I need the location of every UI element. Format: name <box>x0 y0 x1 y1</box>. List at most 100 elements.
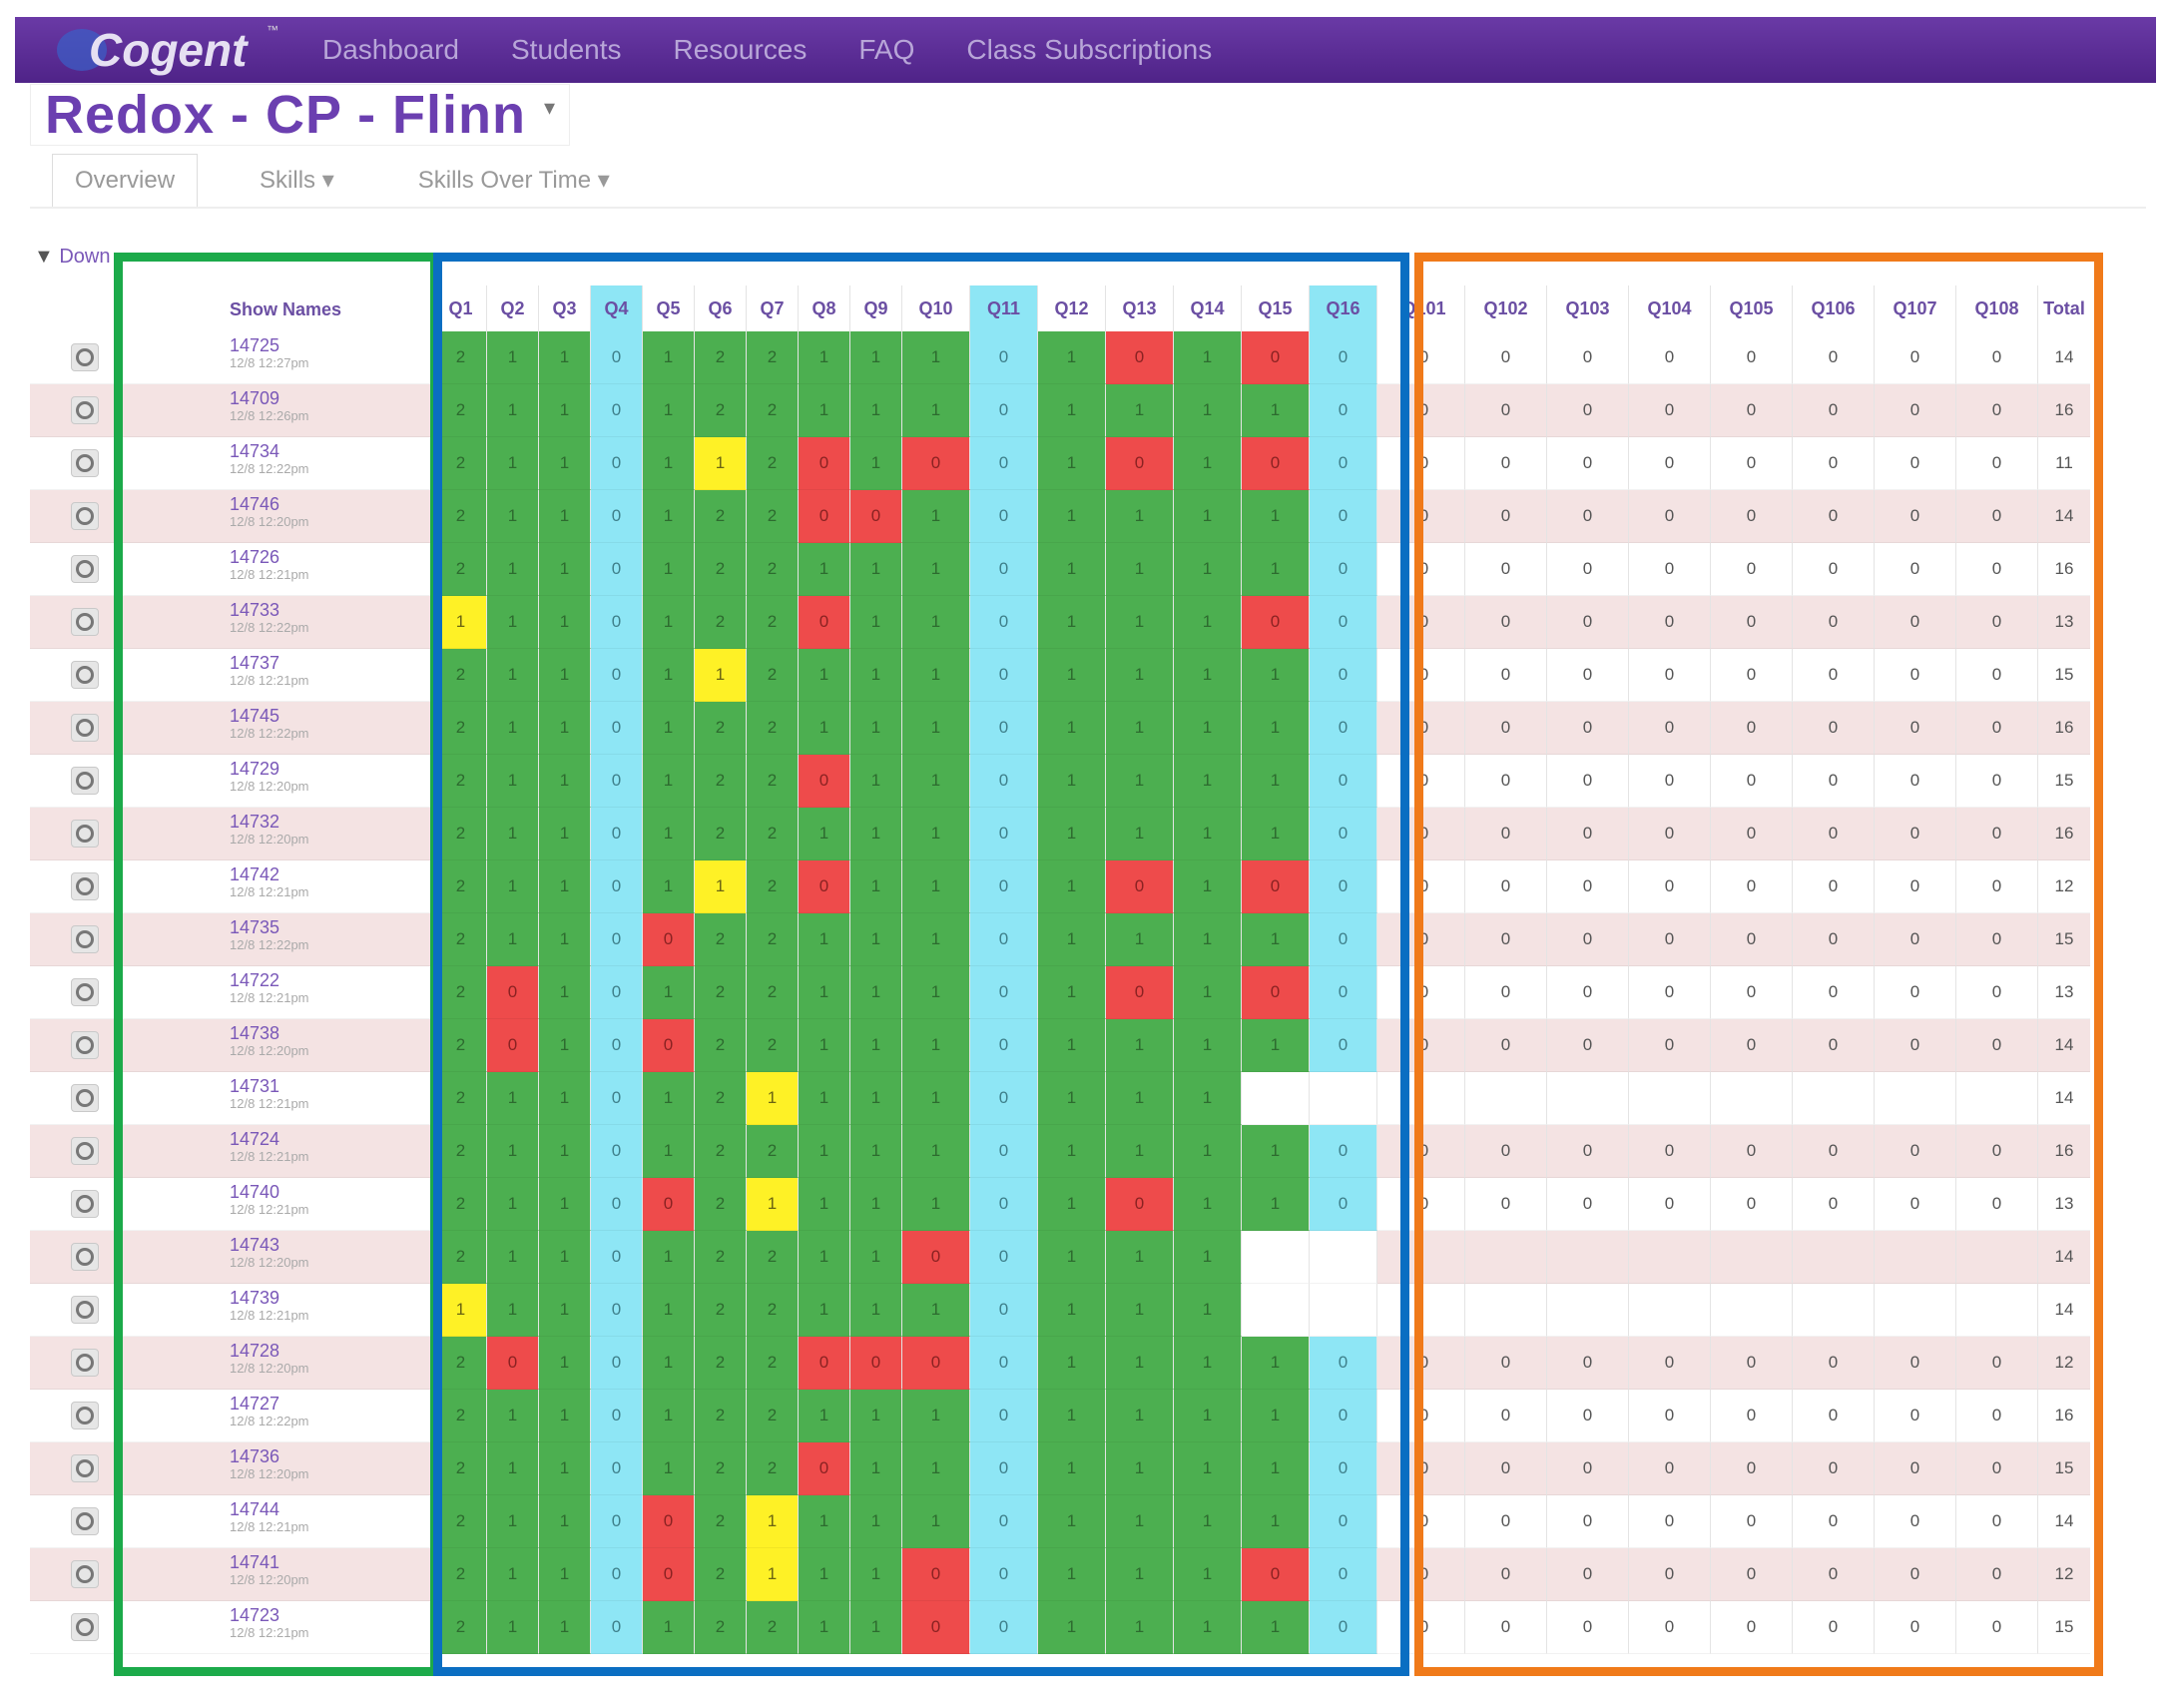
score-cell[interactable]: 0 <box>970 437 1038 490</box>
score-cell[interactable]: 0 <box>1106 860 1174 913</box>
score-cell[interactable]: 1 <box>539 331 591 384</box>
score-cell[interactable]: 1 <box>1242 913 1310 966</box>
score-cell[interactable]: 0 <box>643 913 695 966</box>
score-cell[interactable]: 2 <box>747 1601 799 1654</box>
score-cell[interactable]: 1 <box>487 1125 539 1178</box>
column-header-q104[interactable]: Q104 <box>1629 285 1711 331</box>
score-cell[interactable]: 0 <box>970 331 1038 384</box>
column-header-q13[interactable]: Q13 <box>1106 285 1174 331</box>
tab-skills[interactable]: Skills ▾ <box>260 166 334 194</box>
score-cell[interactable]: 0 <box>1310 1495 1377 1548</box>
score-cell[interactable]: 0 <box>970 1072 1038 1125</box>
student-id-link[interactable]: 14742 <box>230 864 280 884</box>
score-cell[interactable]: 1 <box>799 1019 850 1072</box>
score-cell[interactable]: 1 <box>539 1231 591 1284</box>
score-cell[interactable]: 1 <box>1242 1390 1310 1442</box>
score-cell[interactable]: 0 <box>1310 966 1377 1019</box>
score-cell[interactable]: 0 <box>1310 860 1377 913</box>
score-cell[interactable]: 0 <box>902 1548 970 1601</box>
column-header-q5[interactable]: Q5 <box>643 285 695 331</box>
score-cell[interactable]: 0 <box>1310 755 1377 808</box>
score-cell[interactable]: 1 <box>487 1390 539 1442</box>
score-cell[interactable]: 1 <box>850 1495 902 1548</box>
score-cell[interactable]: 0 <box>643 1495 695 1548</box>
student-id-link[interactable]: 14729 <box>230 759 280 779</box>
score-cell[interactable]: 1 <box>539 966 591 1019</box>
view-details-icon[interactable] <box>71 1349 99 1377</box>
column-header-q8[interactable]: Q8 <box>799 285 850 331</box>
score-cell[interactable]: 1 <box>799 1231 850 1284</box>
score-cell[interactable]: 1 <box>643 1284 695 1337</box>
score-cell[interactable]: 0 <box>1310 490 1377 543</box>
score-cell[interactable]: 1 <box>902 649 970 702</box>
score-cell[interactable]: 1 <box>902 755 970 808</box>
score-cell[interactable]: 0 <box>799 1337 850 1390</box>
score-cell[interactable]: 1 <box>850 1284 902 1337</box>
score-cell[interactable]: 1 <box>1038 543 1106 596</box>
score-cell[interactable]: 2 <box>747 1231 799 1284</box>
score-cell[interactable]: 0 <box>591 596 643 649</box>
view-details-icon[interactable] <box>71 555 99 583</box>
score-cell[interactable]: 1 <box>747 1495 799 1548</box>
score-cell[interactable]: 2 <box>747 860 799 913</box>
score-cell[interactable]: 1 <box>850 543 902 596</box>
score-cell[interactable]: 2 <box>435 860 487 913</box>
score-cell[interactable]: 0 <box>970 490 1038 543</box>
score-cell[interactable]: 1 <box>487 596 539 649</box>
score-cell[interactable]: 2 <box>747 437 799 490</box>
score-cell[interactable]: 0 <box>1310 1601 1377 1654</box>
score-cell[interactable]: 0 <box>799 1442 850 1495</box>
score-cell[interactable]: 1 <box>1174 1125 1242 1178</box>
score-cell[interactable]: 0 <box>591 437 643 490</box>
score-cell[interactable]: 1 <box>1038 1442 1106 1495</box>
score-cell[interactable]: 2 <box>747 1019 799 1072</box>
score-cell[interactable]: 1 <box>487 384 539 437</box>
score-cell[interactable]: 0 <box>970 1019 1038 1072</box>
score-cell[interactable]: 1 <box>1106 543 1174 596</box>
score-cell[interactable]: 1 <box>695 649 747 702</box>
score-cell[interactable]: 1 <box>902 808 970 860</box>
score-cell[interactable]: 1 <box>539 1072 591 1125</box>
score-cell[interactable]: 1 <box>539 1019 591 1072</box>
score-cell[interactable]: 0 <box>591 649 643 702</box>
score-cell[interactable]: 0 <box>591 808 643 860</box>
view-details-icon[interactable] <box>71 1084 99 1112</box>
score-cell[interactable]: 1 <box>487 649 539 702</box>
score-cell[interactable]: 1 <box>643 1231 695 1284</box>
score-cell[interactable]: 1 <box>1106 913 1174 966</box>
student-id-link[interactable]: 14745 <box>230 706 280 726</box>
score-cell[interactable]: 2 <box>747 755 799 808</box>
score-cell[interactable]: 1 <box>747 1548 799 1601</box>
column-header-q107[interactable]: Q107 <box>1875 285 1956 331</box>
score-cell[interactable]: 1 <box>643 702 695 755</box>
score-cell[interactable]: 1 <box>850 649 902 702</box>
score-cell[interactable]: 1 <box>902 702 970 755</box>
score-cell[interactable]: 1 <box>850 913 902 966</box>
score-cell[interactable]: 1 <box>1174 1019 1242 1072</box>
score-cell[interactable]: 1 <box>850 1548 902 1601</box>
score-cell[interactable]: 0 <box>970 384 1038 437</box>
score-cell[interactable]: 2 <box>695 1442 747 1495</box>
view-details-icon[interactable] <box>71 1613 99 1641</box>
score-cell[interactable]: 1 <box>850 966 902 1019</box>
score-cell[interactable]: 0 <box>1242 1548 1310 1601</box>
score-cell[interactable]: 1 <box>487 543 539 596</box>
student-id-link[interactable]: 14740 <box>230 1182 280 1202</box>
score-cell[interactable]: 0 <box>1310 913 1377 966</box>
score-cell[interactable]: 1 <box>487 1495 539 1548</box>
score-cell[interactable]: 1 <box>1174 1284 1242 1337</box>
column-header-q103[interactable]: Q103 <box>1547 285 1629 331</box>
score-cell[interactable]: 0 <box>591 384 643 437</box>
column-header-total[interactable]: Total <box>2043 297 2085 318</box>
score-cell[interactable]: 1 <box>1174 543 1242 596</box>
score-cell[interactable]: 1 <box>1174 860 1242 913</box>
score-cell[interactable]: 1 <box>643 1125 695 1178</box>
score-cell[interactable]: 1 <box>747 1072 799 1125</box>
score-cell[interactable]: 2 <box>435 1548 487 1601</box>
score-cell[interactable]: 1 <box>487 1072 539 1125</box>
score-cell[interactable]: 2 <box>747 543 799 596</box>
score-cell[interactable]: 1 <box>539 1442 591 1495</box>
score-cell[interactable]: 2 <box>747 1390 799 1442</box>
tab-skills-over-time[interactable]: Skills Over Time ▾ <box>417 166 610 194</box>
view-details-icon[interactable] <box>71 1454 99 1482</box>
